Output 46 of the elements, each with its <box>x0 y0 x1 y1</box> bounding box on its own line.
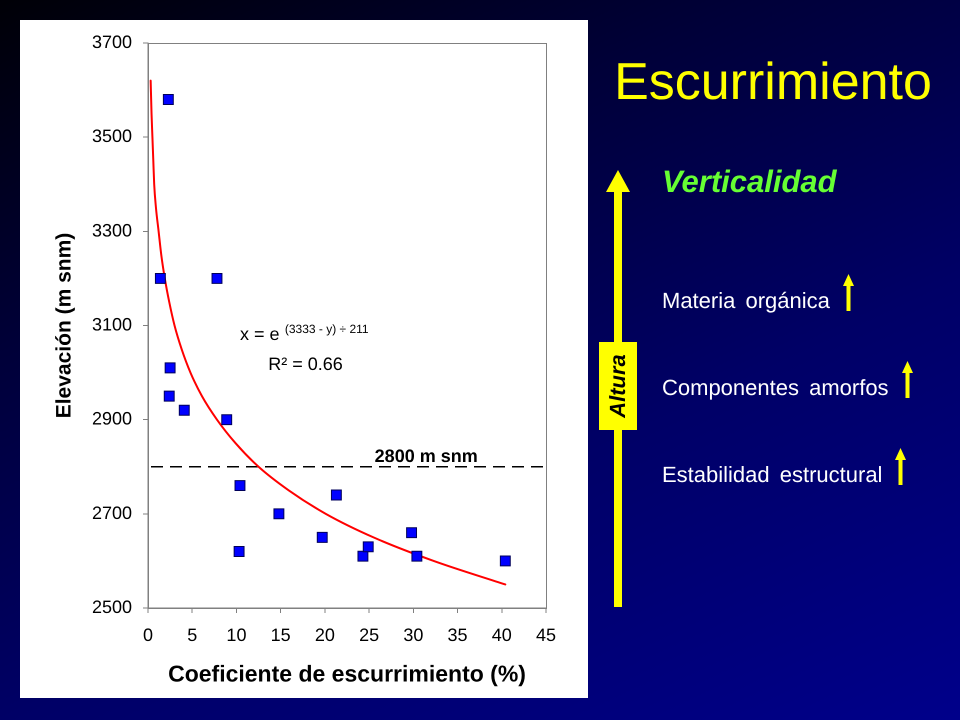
point <box>273 508 284 520</box>
y-tick-label: 3500 <box>92 126 132 146</box>
x-tick-label: 35 <box>448 624 468 645</box>
point <box>357 550 368 562</box>
text: Verticalidad <box>662 164 837 199</box>
point <box>234 546 245 557</box>
x-tick-label: 45 <box>536 624 556 645</box>
y-tick-label: 2900 <box>92 408 132 429</box>
x-axis-title: Coeficiente de escurrimiento (%) <box>168 660 526 687</box>
x-tick-label: 25 <box>359 624 380 645</box>
annotation: x = e(3333 - y) ÷ 211 <box>240 322 369 344</box>
y-tick-label: 2500 <box>92 596 132 617</box>
ref-line-label: 2800 m snm <box>374 446 478 466</box>
point <box>411 550 422 562</box>
point <box>212 272 222 284</box>
x-tick-label: 20 <box>314 624 335 645</box>
x-tick-label: 5 <box>187 624 198 645</box>
text: Estabilidad estructural <box>662 462 882 487</box>
point <box>362 541 374 552</box>
x-tick-label: 30 <box>403 624 424 645</box>
point <box>316 532 328 543</box>
point <box>178 404 190 416</box>
point <box>500 555 511 566</box>
annotation: R² = 0.66 <box>268 354 343 374</box>
x-tick-label: 10 <box>226 624 246 645</box>
point <box>164 390 175 402</box>
y-tick-label: 2700 <box>92 502 132 523</box>
line-series <box>150 80 506 586</box>
point <box>330 490 342 500</box>
text: Materia orgánica <box>662 288 830 313</box>
point <box>164 362 176 374</box>
y-tick-label: 3100 <box>92 314 132 334</box>
point <box>234 480 246 492</box>
y-tick-label: 3700 <box>92 32 132 52</box>
y-axis-title: Elevación (m snm) <box>52 232 76 418</box>
x-tick-label: 40 <box>492 624 512 645</box>
text: Componentes amorfos <box>662 375 889 400</box>
y-tick-label: 3300 <box>92 220 132 240</box>
point <box>406 527 418 538</box>
x-tick-label: 15 <box>270 624 291 645</box>
point <box>221 414 232 426</box>
point <box>162 94 174 105</box>
text: Altura <box>605 354 630 418</box>
point <box>154 272 166 284</box>
text: Escurrimiento <box>614 53 932 111</box>
x-tick-label: 0 <box>142 624 154 645</box>
